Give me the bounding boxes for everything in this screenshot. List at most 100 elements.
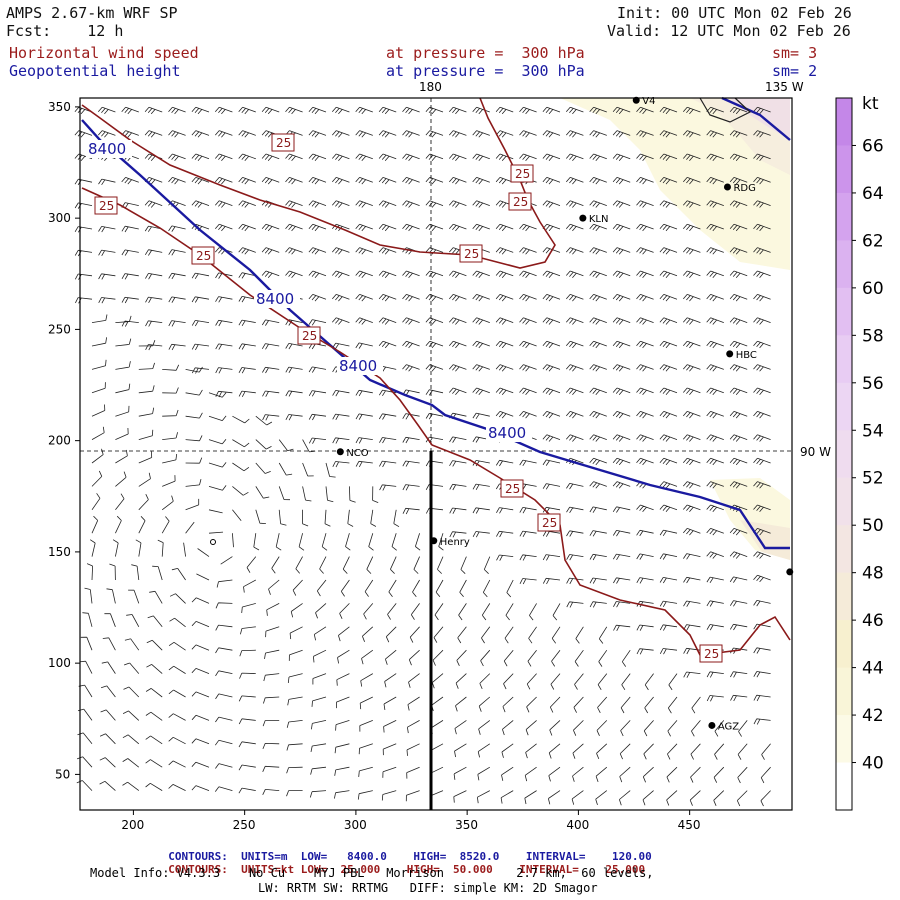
wind-barb — [457, 626, 467, 644]
wind-barb — [122, 710, 140, 721]
wind-barb — [425, 177, 444, 185]
wind-barb — [171, 568, 186, 581]
wind-barb — [519, 317, 537, 325]
wind-barb — [659, 270, 678, 278]
colorbar-label: 40 — [862, 754, 884, 774]
wind-barb — [355, 389, 373, 397]
y-tick-label: 250 — [48, 322, 71, 336]
wind-barb — [620, 696, 631, 714]
wind-barb — [612, 130, 631, 138]
wind-barb — [332, 413, 350, 420]
wind-barb — [191, 343, 210, 351]
wind-barb — [308, 106, 327, 115]
wind-barb — [753, 694, 771, 702]
wind-barb — [331, 317, 350, 325]
wind-barb — [162, 432, 178, 440]
colorbar-label: 64 — [862, 184, 884, 204]
wind-barb — [548, 766, 561, 782]
wind-barb — [589, 577, 607, 584]
wind-barb — [495, 247, 514, 255]
wind-barb — [238, 247, 256, 255]
wind-barb — [275, 533, 282, 551]
wind-barb — [360, 673, 374, 687]
wind-barb — [659, 648, 678, 655]
wind-barb — [729, 223, 748, 232]
wind-barb — [214, 223, 233, 232]
wind-barb — [331, 177, 350, 185]
wind-barb — [565, 247, 584, 255]
wind-barb — [706, 317, 724, 325]
wind-barb — [388, 579, 397, 597]
wind-barb — [115, 427, 129, 440]
wind-barb — [355, 153, 373, 161]
wind-barb — [406, 766, 420, 779]
wind-barb — [238, 223, 256, 232]
wind-barb — [574, 673, 584, 690]
colorbar-segment — [836, 430, 852, 479]
wind-barb — [589, 411, 607, 419]
wind-barb — [379, 484, 397, 491]
wind-barb — [382, 743, 397, 756]
wind-barb — [378, 106, 397, 115]
wind-barb — [589, 130, 607, 138]
wind-barb — [310, 766, 327, 775]
wind-barb — [481, 626, 491, 644]
station-markers: KLN RDG HBC NCO Henry AGZ V4 — [336, 96, 794, 732]
wind-barb — [729, 457, 748, 466]
wind-barb — [263, 673, 280, 682]
wind-barb — [145, 759, 163, 768]
wind-barb — [683, 671, 701, 678]
wind-barb — [215, 602, 233, 609]
wind-barb — [548, 790, 561, 805]
wind-barb — [191, 223, 210, 232]
wind-barb — [495, 106, 514, 115]
wind-barb — [598, 626, 608, 644]
wind-barb — [99, 733, 116, 745]
wind-barb — [232, 415, 250, 424]
wind-barb — [311, 720, 327, 730]
wind-barb — [478, 696, 491, 712]
wind-barb — [495, 364, 514, 372]
wind-barb — [425, 223, 444, 232]
colorbar-label: 46 — [862, 611, 884, 631]
speed-contour-25-north — [81, 97, 556, 269]
colorbar-segment — [836, 620, 852, 669]
station-dot — [708, 721, 716, 729]
wind-barb — [642, 766, 654, 783]
wind-barb — [449, 460, 467, 467]
wind-barb — [238, 787, 256, 794]
wind-barb — [753, 504, 771, 512]
wind-barb — [542, 317, 561, 325]
wind-barb — [706, 364, 724, 372]
wind-barb — [524, 766, 537, 782]
wind-barb — [666, 790, 678, 806]
wind-barb — [408, 649, 420, 666]
height-label: 8400 — [488, 424, 526, 442]
wind-barb — [501, 743, 514, 758]
wind-barb — [408, 673, 420, 688]
wind-barb — [714, 720, 725, 737]
wind-barb — [168, 153, 186, 161]
x-tick-label: 300 — [344, 818, 367, 832]
wind-barb — [690, 743, 701, 760]
wind-barb — [565, 130, 584, 138]
wind-barb — [519, 364, 537, 372]
wind-barb — [191, 597, 210, 604]
wind-barb — [191, 738, 210, 745]
wind-barb — [214, 153, 233, 161]
wind-barb — [425, 507, 444, 514]
wind-barb — [589, 506, 607, 513]
wind-barb — [472, 177, 490, 185]
wind-barb — [366, 556, 374, 574]
speed-contour-50 — [699, 97, 752, 123]
wind-barb — [76, 780, 93, 791]
field1-smoothing: sm= 3 — [772, 44, 818, 62]
wind-barb — [519, 106, 537, 115]
wind-barb — [191, 130, 210, 138]
wind-barb — [753, 434, 771, 442]
wind-barb — [191, 320, 210, 327]
wind-barb — [496, 530, 514, 538]
wind-barb — [589, 553, 607, 561]
wind-barb — [312, 673, 327, 685]
wind-barb — [355, 460, 373, 468]
